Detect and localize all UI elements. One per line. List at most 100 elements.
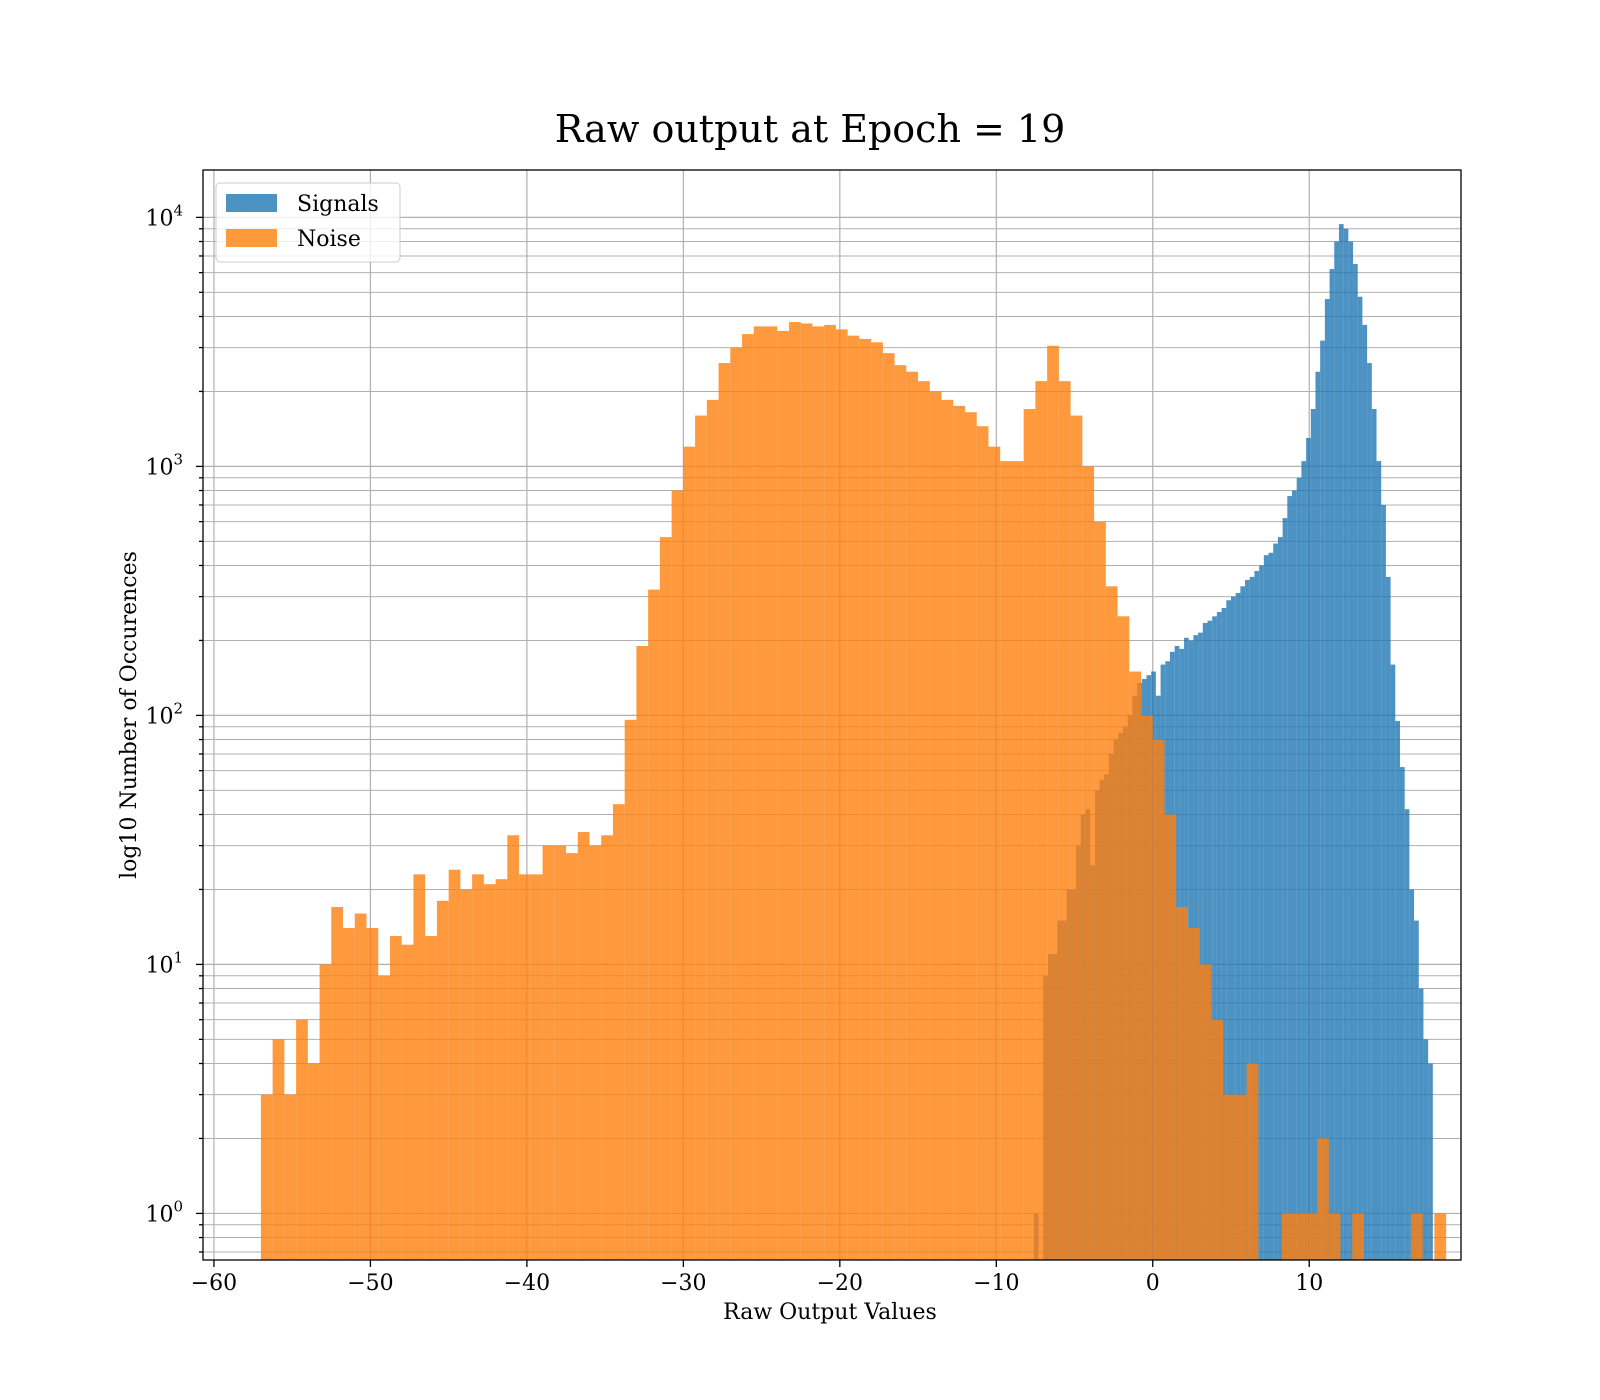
signals-bar (1385, 576, 1391, 1260)
signals-bar (1216, 612, 1222, 1260)
signals-bar (1338, 224, 1344, 1261)
y-axis-label: log10 Number of Occurences (117, 551, 142, 879)
noise-bar (354, 913, 367, 1260)
noise-bar (343, 928, 355, 1260)
noise-bar (648, 589, 660, 1260)
legend-swatch-noise (226, 229, 277, 247)
legend-label-signals: Signals (297, 192, 379, 217)
noise-bar (1094, 521, 1106, 1260)
noise-bar (1023, 409, 1036, 1260)
x-tick-label: −40 (504, 1271, 550, 1296)
signals-bar (1315, 371, 1321, 1260)
noise-bar (1070, 415, 1083, 1260)
noise-bar (507, 835, 520, 1260)
signals-bar (1296, 477, 1302, 1260)
signals-bar (1409, 889, 1415, 1260)
noise-bar (519, 874, 531, 1260)
signals-bar (1282, 518, 1288, 1260)
noise-bar (1410, 1213, 1423, 1260)
noise-bar (859, 338, 872, 1261)
noise-bar (1352, 1213, 1364, 1260)
noise-bar (413, 874, 426, 1260)
signals-bar (1212, 616, 1217, 1260)
signals-bar (1277, 537, 1283, 1260)
noise-bar (1000, 461, 1012, 1260)
noise-bar (272, 1039, 285, 1260)
noise-bar (296, 1019, 308, 1260)
signals-bar (1306, 438, 1311, 1260)
noise-bar (1246, 1063, 1259, 1260)
noise-bar (906, 371, 919, 1260)
signals-bar (1404, 809, 1410, 1260)
signals-bar (1226, 600, 1231, 1260)
noise-bar (1082, 466, 1095, 1260)
signals-bar (1320, 340, 1325, 1260)
legend-swatch-signals (226, 194, 277, 212)
y-tick-label: 104 (145, 201, 183, 231)
signals-bar (1395, 720, 1400, 1260)
noise-bar (1187, 928, 1200, 1260)
noise-bar (918, 381, 930, 1260)
signals-bar (1273, 543, 1278, 1260)
signals-bar (1418, 988, 1424, 1260)
noise-bar (530, 874, 543, 1260)
noise-bar (554, 845, 567, 1260)
signals-bar (1367, 363, 1372, 1261)
noise-bar (1176, 907, 1188, 1260)
noise-bar (319, 964, 332, 1260)
noise-bar (448, 869, 461, 1260)
noise-bar (624, 719, 637, 1260)
noise-bar (1293, 1213, 1306, 1260)
noise-bar (577, 832, 590, 1260)
signals-bar (1414, 920, 1419, 1260)
signals-bar (1343, 228, 1349, 1260)
y-tick-label: 100 (145, 1197, 183, 1227)
noise-bar (436, 900, 449, 1260)
signals-bar (1371, 409, 1377, 1260)
noise-bar (1164, 814, 1177, 1260)
noise-bar (1317, 1138, 1329, 1260)
signals-bar (1301, 461, 1307, 1260)
noise-bar (566, 853, 578, 1260)
noise-bar (483, 884, 496, 1260)
signals-bar (1254, 571, 1260, 1260)
noise-bar (976, 426, 989, 1261)
signals-bar (1423, 1039, 1429, 1260)
signals-bar (1245, 579, 1250, 1260)
noise-bar (1058, 381, 1071, 1260)
noise-bar (953, 405, 965, 1260)
signals-bar (1198, 632, 1203, 1260)
noise-bar (835, 329, 848, 1261)
noise-bar (425, 936, 437, 1260)
x-tick-label: 0 (1146, 1271, 1160, 1296)
noise-bar (742, 334, 754, 1261)
plot-area: −60 −50 −40 −30 −20 −10 0 10 100 101 102 103 104 (145, 169, 1462, 1296)
noise-bar (542, 845, 555, 1260)
noise-bar (765, 326, 778, 1260)
y-axis-ticks: 100 101 102 103 104 (145, 201, 203, 1253)
signals-bar (1268, 552, 1274, 1260)
noise-bar (601, 835, 613, 1260)
noise-bar (964, 412, 977, 1261)
noise-bar (495, 879, 508, 1260)
noise-bar (1152, 739, 1165, 1260)
signals-bar (1259, 565, 1264, 1260)
noise-bar (1434, 1213, 1447, 1260)
noise-bar (389, 936, 402, 1260)
noise-bar (882, 353, 895, 1261)
signals-bar (1324, 299, 1330, 1260)
noise-bar (706, 399, 719, 1260)
noise-bar (636, 645, 649, 1260)
legend: Signals Noise (215, 182, 401, 263)
x-tick-label: −60 (191, 1271, 237, 1296)
signals-bar (1428, 1063, 1433, 1260)
x-tick-label: −50 (347, 1271, 393, 1296)
x-tick-label: 10 (1295, 1271, 1323, 1296)
noise-bar (1047, 345, 1059, 1260)
noise-bar (284, 1094, 297, 1260)
signals-bar (1353, 263, 1358, 1260)
noise-bar (659, 537, 672, 1260)
signals-bar (1230, 596, 1236, 1260)
noise-bar (612, 804, 625, 1260)
